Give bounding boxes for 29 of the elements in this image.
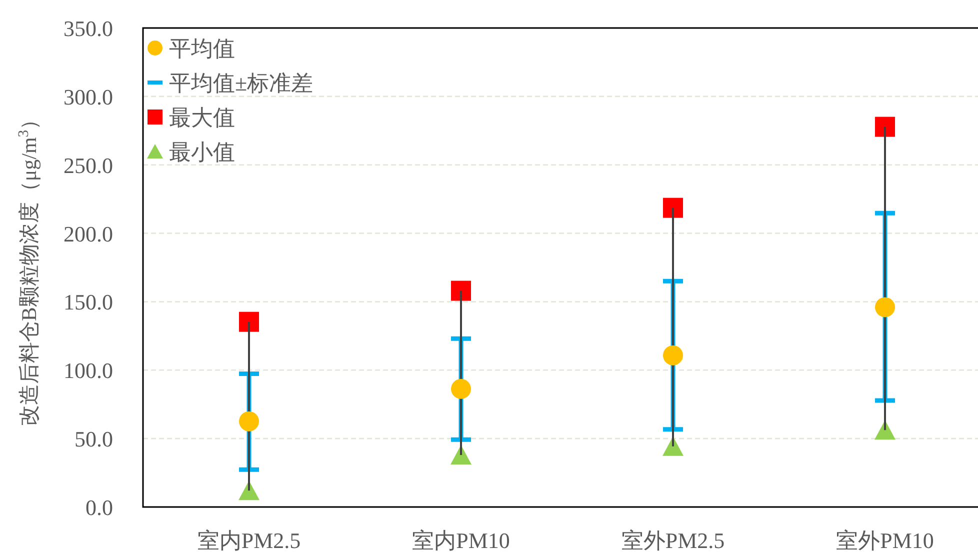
point bbox=[239, 312, 259, 332]
y-tick-label: 300.0 bbox=[64, 84, 113, 110]
y-tick-label: 250.0 bbox=[64, 152, 113, 178]
y-tick-label: 50.0 bbox=[74, 426, 113, 452]
legend-label: 最大值 bbox=[169, 105, 235, 130]
y-tick-label: 100.0 bbox=[64, 358, 113, 384]
point bbox=[663, 198, 683, 218]
point bbox=[238, 480, 260, 500]
point bbox=[875, 297, 895, 318]
point bbox=[239, 411, 259, 432]
point bbox=[451, 280, 471, 301]
legend-label: 平均值 bbox=[169, 36, 235, 61]
point bbox=[451, 378, 471, 399]
legend-label: 最小值 bbox=[169, 140, 235, 164]
point bbox=[662, 436, 684, 456]
y-tick-label: 200.0 bbox=[64, 221, 113, 246]
bar bbox=[884, 126, 886, 430]
y-tick-label: 0.0 bbox=[86, 495, 113, 520]
x-tick-label: 室外PM10 bbox=[836, 528, 934, 552]
y-tick-label: 350.0 bbox=[64, 16, 113, 41]
x-tick-label: 室内PM2.5 bbox=[197, 528, 301, 552]
x-tick-label: 室外PM2.5 bbox=[621, 528, 725, 552]
legend-label: 平均值±标准差 bbox=[169, 70, 314, 96]
y-tick-label: 150.0 bbox=[64, 290, 113, 315]
point bbox=[875, 116, 895, 137]
point bbox=[663, 345, 683, 366]
point bbox=[874, 420, 896, 440]
x-tick-label: 室内PM10 bbox=[412, 528, 510, 552]
bar bbox=[672, 208, 674, 446]
